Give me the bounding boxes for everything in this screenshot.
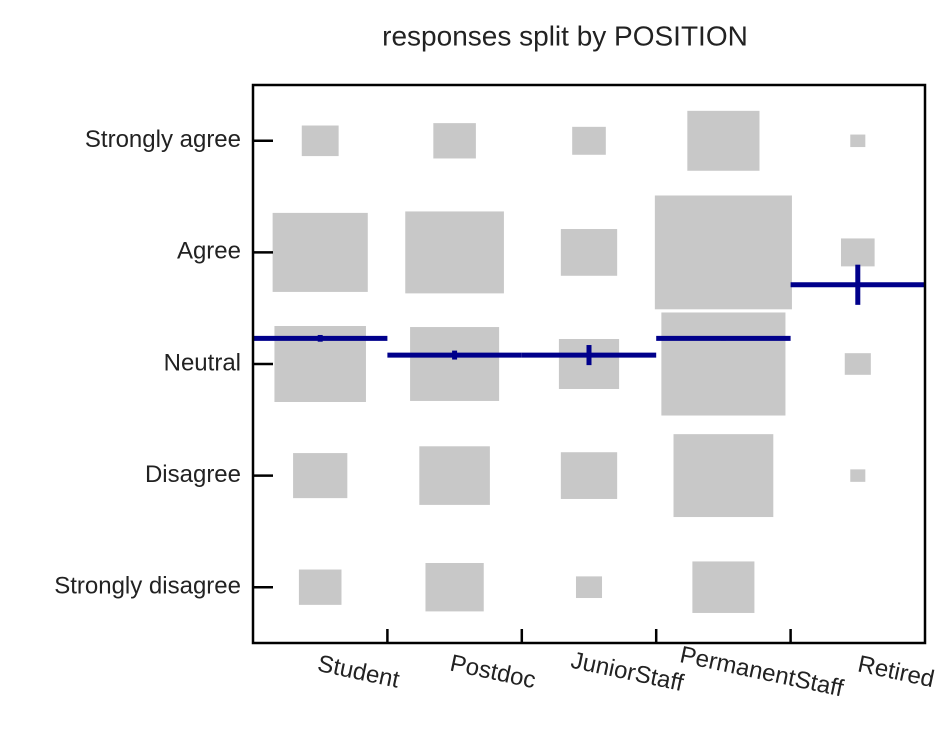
count-box [272, 212, 368, 292]
count-box [687, 110, 760, 171]
y-tick-label: Neutral [164, 349, 241, 376]
count-box [673, 434, 774, 518]
count-box [560, 452, 618, 499]
count-box [654, 195, 792, 310]
count-box [410, 327, 500, 401]
x-tick-label: Postdoc [448, 650, 538, 694]
y-tick-label: Disagree [145, 461, 241, 488]
x-tick-label: Retired [855, 651, 936, 693]
count-box [692, 561, 755, 613]
count-box [293, 453, 348, 499]
x-tick-label: Student [315, 650, 402, 694]
count-box [419, 446, 490, 505]
x-tick-label: PermanentStaff [677, 641, 846, 702]
count-box [661, 312, 786, 416]
count-box [433, 123, 476, 159]
count-box [572, 126, 606, 155]
count-box [560, 229, 618, 276]
count-box [840, 238, 875, 267]
count-box [850, 469, 866, 482]
count-box [844, 353, 871, 375]
count-box [850, 134, 866, 148]
y-tick-label: Strongly disagree [54, 573, 241, 600]
y-tick-label: Agree [177, 238, 241, 265]
count-box [575, 576, 603, 599]
count-box [405, 211, 504, 294]
count-box [301, 125, 339, 157]
chart-title: responses split by POSITION [382, 20, 748, 51]
count-box [425, 563, 484, 612]
x-tick-label: JuniorStaff [569, 647, 687, 697]
y-tick-label: Strongly agree [85, 126, 241, 153]
count-box [298, 569, 342, 605]
